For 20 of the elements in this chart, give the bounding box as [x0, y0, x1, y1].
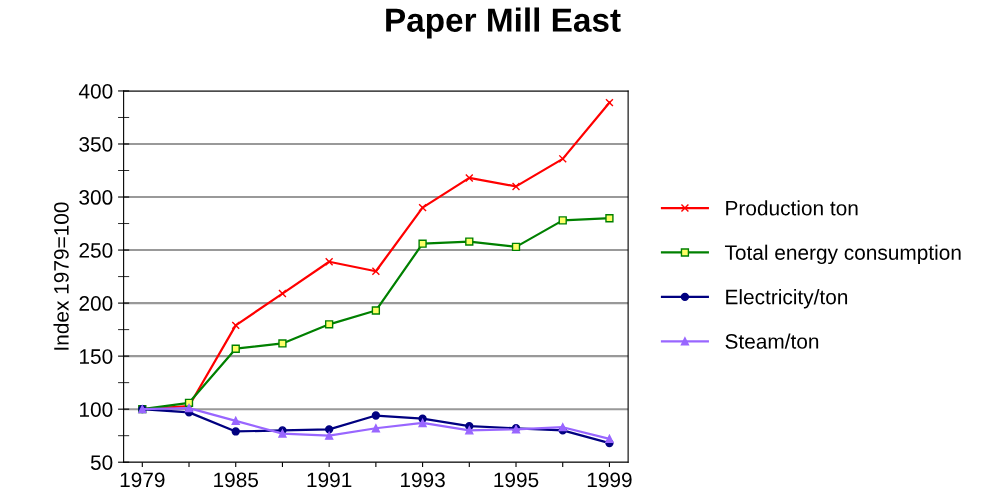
- y-tick-label: 300: [79, 190, 113, 205]
- legend-label: Steam/ton: [725, 333, 819, 349]
- x-tick-label: 1979: [120, 472, 165, 488]
- legend-label: Electricity/ton: [726, 289, 848, 309]
- y-tick-label: 100: [80, 402, 113, 417]
- legend-label: Total energy consumption: [724, 244, 961, 265]
- y-tick-label: 150: [80, 349, 113, 364]
- x-tick-label: 1999: [587, 472, 632, 488]
- x-tick-label: 1985: [214, 472, 259, 488]
- x-tick-label: 1993: [401, 472, 445, 488]
- y-tick-label: 350: [79, 136, 113, 152]
- y-tick-label: 400: [78, 83, 113, 99]
- x-tick-label: 1991: [307, 472, 352, 488]
- y-tick-label: 250: [79, 243, 113, 258]
- y-axis-title: Index 1979=100: [53, 202, 69, 350]
- y-tick-label: 50: [90, 455, 113, 470]
- y-tick-label: 200: [79, 296, 113, 311]
- x-tick-label: 1995: [494, 472, 539, 488]
- chart-title: Paper Mill East: [386, 7, 621, 39]
- legend-label: Production ton: [726, 200, 858, 216]
